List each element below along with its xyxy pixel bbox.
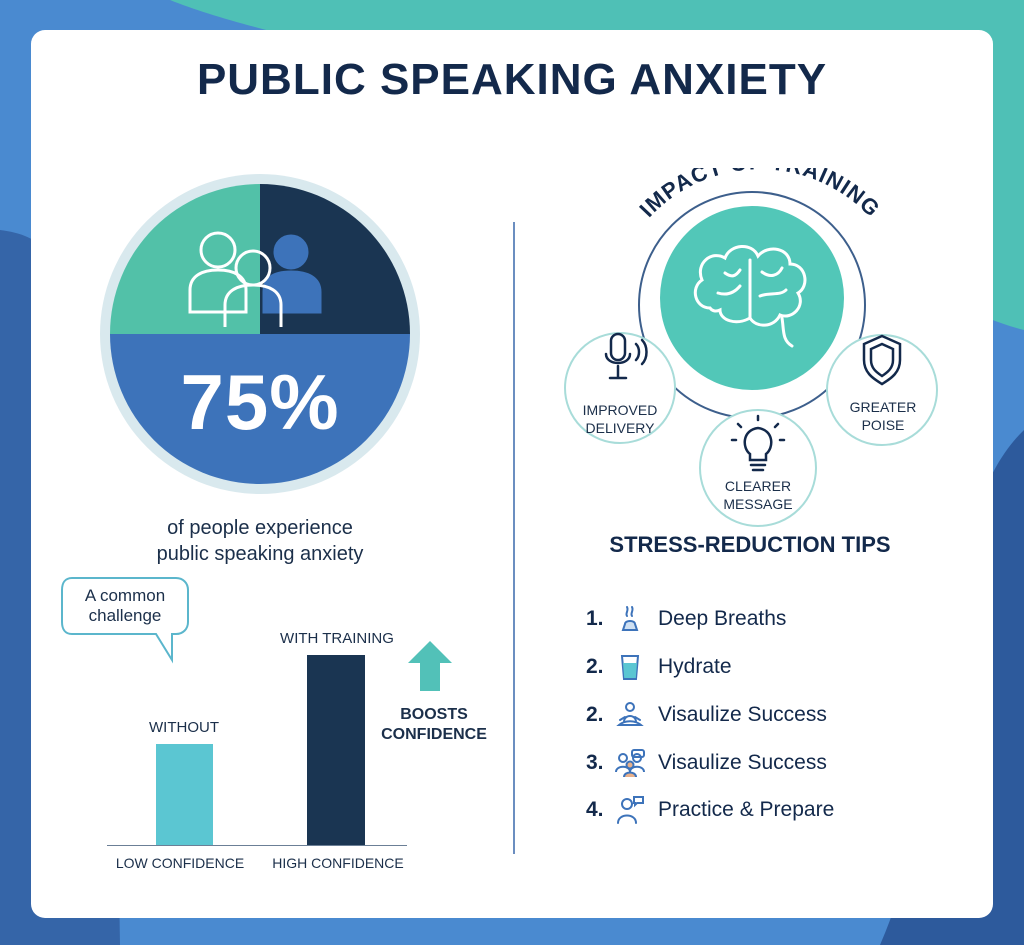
group-icon bbox=[612, 748, 648, 778]
tip-number: 4. bbox=[586, 798, 604, 821]
meditation-icon bbox=[612, 700, 648, 730]
node-poise-line2: POISE bbox=[861, 417, 905, 433]
column-divider bbox=[513, 222, 515, 854]
tip-number: 1. bbox=[586, 607, 604, 630]
people-group-icon bbox=[188, 231, 322, 327]
axis-label-low: LOW CONFIDENCE bbox=[115, 855, 245, 871]
bar-baseline bbox=[107, 845, 407, 846]
node-delivery-line2: DELIVERY bbox=[585, 420, 655, 436]
lightbulb-icon bbox=[730, 414, 786, 472]
page-title: PUBLIC SPEAKING ANXIETY bbox=[196, 55, 828, 104]
microphone-icon bbox=[604, 332, 648, 380]
stat-caption: of people experience public speaking anx… bbox=[100, 515, 420, 567]
tip-text: Visaulize Success bbox=[658, 703, 827, 726]
tip-text: Visaulize Success bbox=[658, 751, 827, 774]
breath-icon bbox=[612, 604, 648, 634]
stat-caption-line2: public speaking anxiety bbox=[156, 543, 364, 565]
node-message bbox=[699, 409, 817, 527]
tips-title: STRESS-REDUCTION TIPS bbox=[609, 532, 891, 557]
node-message-line2: MESSAGE bbox=[723, 496, 793, 512]
tip-item: 2. Visaulize Success bbox=[586, 700, 827, 730]
bar-with-training bbox=[307, 655, 365, 845]
node-label-poise: GREATER POISE bbox=[833, 398, 933, 434]
tip-item: 1. Deep Breaths bbox=[586, 604, 786, 634]
stat-pie-chart: 75% bbox=[98, 172, 422, 496]
bubble-line1: A common bbox=[84, 586, 166, 605]
bar-label-without: WITHOUT bbox=[149, 719, 219, 736]
stat-percentage: 75% bbox=[180, 358, 340, 446]
tip-item: 3. Visaulize Success bbox=[586, 748, 827, 778]
speaker-icon bbox=[612, 795, 648, 825]
node-poise-line1: GREATER bbox=[849, 399, 917, 415]
tip-item: 4. Practice & Prepare bbox=[586, 795, 834, 825]
node-label-delivery: IMPROVED DELIVERY bbox=[570, 401, 670, 437]
shield-icon bbox=[862, 334, 902, 386]
pie-segment-blue bbox=[110, 334, 410, 484]
bar-label-with-training: WITH TRAINING bbox=[280, 630, 394, 647]
tip-number: 2. bbox=[586, 655, 604, 678]
impact-center-circle bbox=[660, 206, 844, 390]
tip-text: Deep Breaths bbox=[658, 607, 787, 630]
node-label-message: CLEARER MESSAGE bbox=[708, 477, 808, 513]
node-delivery-line1: IMPROVED bbox=[582, 402, 658, 418]
stat-caption-line1: of people experience bbox=[167, 517, 353, 539]
bubble-line2: challenge bbox=[88, 606, 162, 625]
pie-segment-teal bbox=[110, 184, 260, 334]
arrow-up-icon bbox=[408, 641, 452, 691]
boosts-line1: BOOSTS bbox=[400, 706, 468, 723]
tip-text: Practice & Prepare bbox=[658, 798, 835, 821]
axis-label-high: HIGH CONFIDENCE bbox=[272, 855, 404, 871]
tip-text: Hydrate bbox=[658, 655, 732, 678]
tip-number: 3. bbox=[586, 751, 604, 774]
brain-icon bbox=[693, 245, 807, 348]
node-message-line1: CLEARER bbox=[724, 478, 792, 494]
speech-bubble-text: A common challenge bbox=[65, 586, 185, 626]
tip-number: 2. bbox=[586, 703, 604, 726]
water-glass-icon bbox=[612, 652, 648, 682]
boosts-line2: CONFIDENCE bbox=[381, 726, 487, 743]
bar-without bbox=[156, 744, 213, 845]
boosts-confidence-note: BOOSTS CONFIDENCE bbox=[372, 705, 496, 745]
speech-bubble bbox=[61, 577, 189, 664]
impact-diagram: IMPACT OF TRAINING bbox=[564, 168, 938, 527]
tip-item: 2. Hydrate bbox=[586, 652, 732, 682]
